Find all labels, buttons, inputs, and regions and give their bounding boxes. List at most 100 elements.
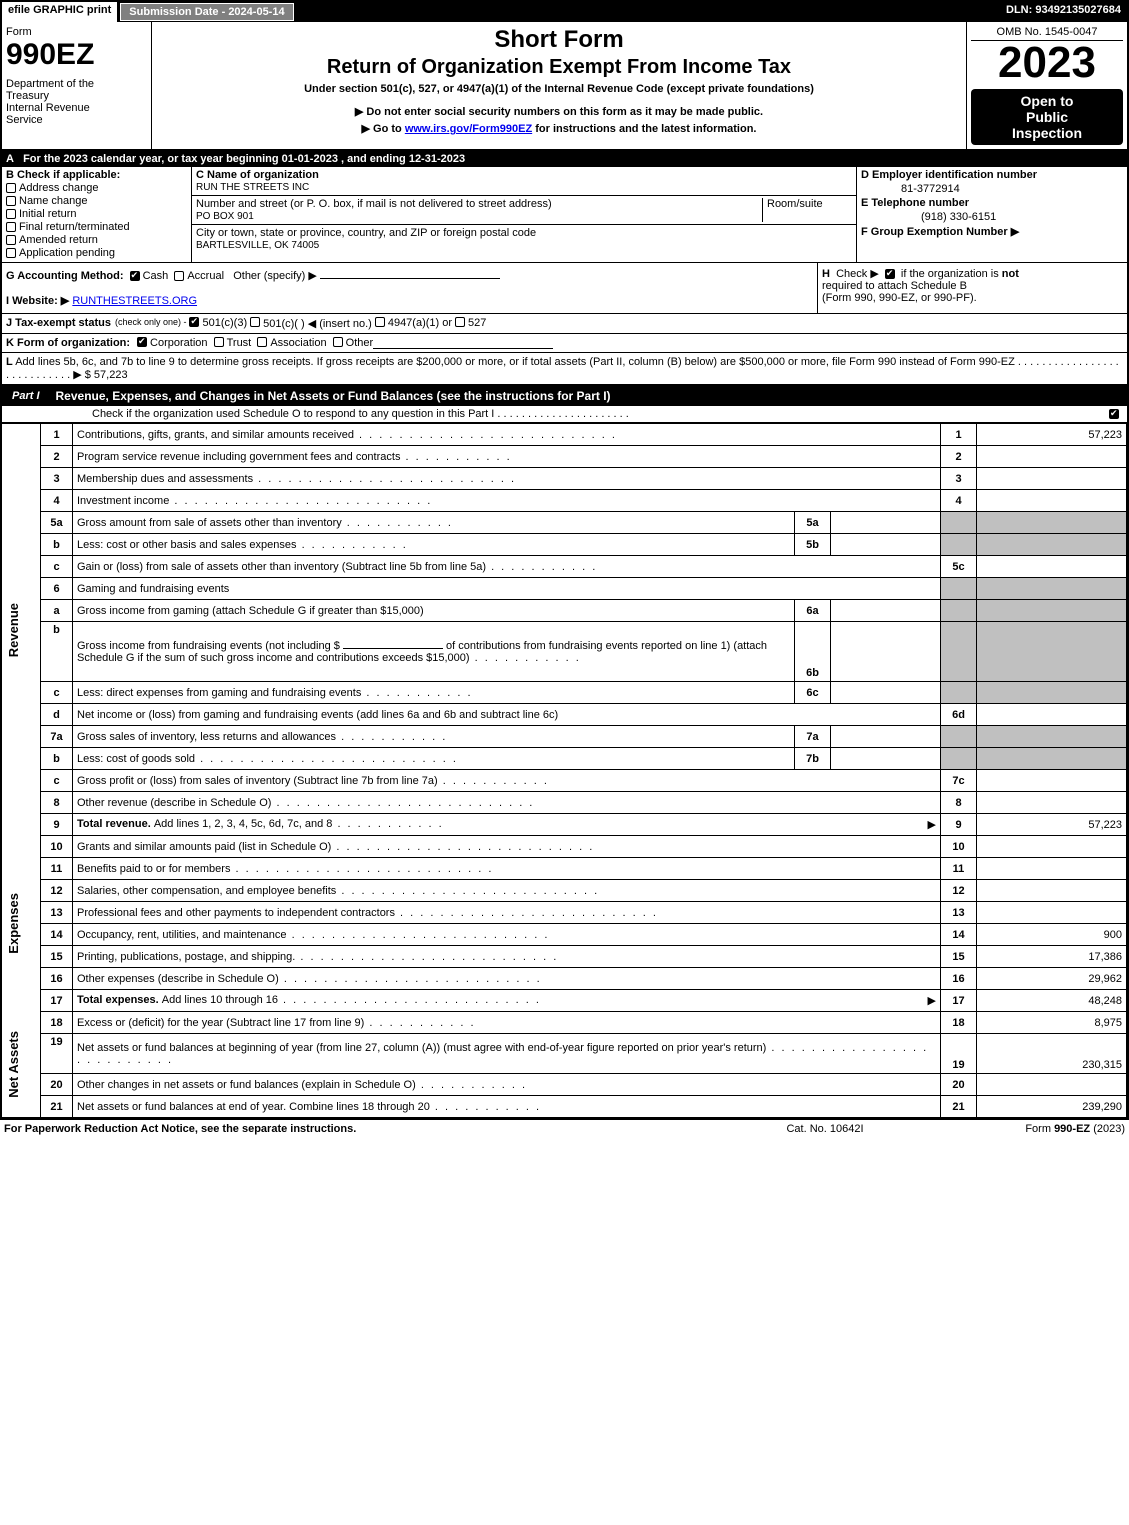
checkbox-icon[interactable] [214,337,224,347]
form-990ez-page: efile GRAPHIC print Submission Date - 20… [0,0,1129,1120]
check-application-pending[interactable]: Application pending [6,247,187,259]
form-header: Form 990EZ Department of theTreasuryInte… [2,22,1127,151]
org-name: RUN THE STREETS INC [196,182,309,193]
table-row: a Gross income from gaming (attach Sched… [2,600,1127,622]
checkbox-checked-icon[interactable] [137,337,147,347]
tax-year: 2023 [971,41,1123,85]
arrow-right-icon [928,818,936,831]
org-city: BARTLESVILLE, OK 74005 [196,240,319,251]
col-d-e-f: D Employer identification number 81-3772… [857,167,1127,262]
table-row: 16 Other expenses (describe in Schedule … [2,968,1127,990]
checkbox-icon[interactable] [375,317,385,327]
other-specify-blank [320,278,500,279]
c-name-row: C Name of organization RUN THE STREETS I… [192,167,856,196]
org-address: PO BOX 901 [196,211,254,222]
table-row: 14 Occupancy, rent, utilities, and maint… [2,924,1127,946]
table-row: 11 Benefits paid to or for members 11 [2,858,1127,880]
under-section: Under section 501(c), 527, or 4947(a)(1)… [158,83,960,95]
efile-print-label[interactable]: efile GRAPHIC print [2,2,119,22]
d-ein-label: D Employer identification number [861,169,1123,181]
amount-line-18: 8,975 [977,1012,1127,1034]
checkbox-icon[interactable] [250,317,260,327]
table-row: 9 Total revenue. Add lines 1, 2, 3, 4, 5… [2,814,1127,836]
part-1-table: Revenue 1 Contributions, gifts, grants, … [2,423,1127,1118]
table-row: 3 Membership dues and assessments 3 [2,468,1127,490]
amount-line-17: 48,248 [977,990,1127,1012]
checkbox-checked-icon[interactable] [130,271,140,281]
paperwork-notice: For Paperwork Reduction Act Notice, see … [4,1123,725,1135]
table-row: Net Assets 18 Excess or (deficit) for th… [2,1012,1127,1034]
checkbox-icon [6,209,16,219]
checkbox-checked-icon[interactable] [1109,409,1119,419]
checkbox-checked-icon[interactable] [885,269,895,279]
netassets-side-label: Net Assets [6,1031,21,1098]
c-city-row: City or town, state or province, country… [192,225,856,253]
page-footer: For Paperwork Reduction Act Notice, see … [0,1120,1129,1138]
row-k: K Form of organization: Corporation Trus… [2,334,1127,353]
table-row: c Less: direct expenses from gaming and … [2,682,1127,704]
d-ein-value: 81-3772914 [861,183,1123,195]
f-group-exemption: F Group Exemption Number ▶ [861,225,1123,238]
line-a: A For the 2023 calendar year, or tax yea… [2,151,1127,167]
checkbox-icon[interactable] [333,337,343,347]
table-row: d Net income or (loss) from gaming and f… [2,704,1127,726]
checkbox-icon[interactable] [257,337,267,347]
checkbox-icon [6,248,16,258]
amount-line-1: 57,223 [977,424,1127,446]
header-right: OMB No. 1545-0047 2023 Open to Public In… [967,22,1127,149]
table-row: 7a Gross sales of inventory, less return… [2,726,1127,748]
checkbox-icon[interactable] [455,317,465,327]
col-c: C Name of organization RUN THE STREETS I… [192,167,857,262]
part-1-title: Revenue, Expenses, and Changes in Net As… [50,386,1127,406]
short-form-title: Short Form [158,26,960,54]
part-1-tab: Part I [2,387,50,405]
amount-line-14: 900 [977,924,1127,946]
top-bar: efile GRAPHIC print Submission Date - 20… [2,2,1127,22]
i-website-label: I Website: ▶ [6,295,69,307]
table-row: c Gross profit or (loss) from sales of i… [2,770,1127,792]
checkbox-checked-icon[interactable] [189,317,199,327]
header-center: Short Form Return of Organization Exempt… [152,22,967,149]
e-phone-value: (918) 330-6151 [861,211,1123,223]
check-initial-return[interactable]: Initial return [6,208,187,220]
header-left: Form 990EZ Department of theTreasuryInte… [2,22,152,149]
dln-label: DLN: 93492135027684 [1000,2,1127,22]
line-a-text: For the 2023 calendar year, or tax year … [23,153,465,165]
table-row: 5a Gross amount from sale of assets othe… [2,512,1127,534]
part-1-subtitle: Check if the organization used Schedule … [2,406,1127,423]
dept-treasury: Department of theTreasuryInternal Revenu… [6,78,147,126]
e-phone-label: E Telephone number [861,197,1123,209]
check-name-change[interactable]: Name change [6,195,187,207]
table-row: 19 Net assets or fund balances at beginn… [2,1034,1127,1074]
table-row: c Gain or (loss) from sale of assets oth… [2,556,1127,578]
checkbox-icon [6,222,16,232]
website-link[interactable]: RUNTHESTREETS.ORG [72,295,197,307]
checkbox-icon[interactable] [174,271,184,281]
do-not-enter-ssn: ▶ Do not enter social security numbers o… [158,105,960,118]
table-row: 20 Other changes in net assets or fund b… [2,1074,1127,1096]
open-to-public-badge: Open to Public Inspection [971,89,1123,145]
table-row: b Less: cost or other basis and sales ex… [2,534,1127,556]
check-address-change[interactable]: Address change [6,182,187,194]
amount-line-16: 29,962 [977,968,1127,990]
goto-instructions: ▶ Go to www.irs.gov/Form990EZ for instru… [158,122,960,135]
g-label: G Accounting Method: [6,270,124,282]
amount-line-19: 230,315 [977,1034,1127,1074]
checkbox-icon [6,183,16,193]
check-final-return[interactable]: Final return/terminated [6,221,187,233]
table-row: 8 Other revenue (describe in Schedule O)… [2,792,1127,814]
row-l: L Add lines 5b, 6c, and 7b to line 9 to … [2,353,1127,386]
amount-line-21: 239,290 [977,1096,1127,1118]
col-b: B Check if applicable: Address change Na… [2,167,192,262]
irs-form-link[interactable]: www.irs.gov/Form990EZ [405,123,532,135]
h-box: H Check ▶ if the organization is not req… [817,263,1127,313]
table-row: 2 Program service revenue including gove… [2,446,1127,468]
arrow-right-icon [928,994,936,1007]
table-row: Revenue 1 Contributions, gifts, grants, … [2,424,1127,446]
part-1-header: Part I Revenue, Expenses, and Changes in… [2,386,1127,406]
table-row: 17 Total expenses. Add lines 10 through … [2,990,1127,1012]
c-address-row: Number and street (or P. O. box, if mail… [192,196,856,225]
cat-no: Cat. No. 10642I [725,1123,925,1135]
check-amended-return[interactable]: Amended return [6,234,187,246]
expenses-side-label: Expenses [6,893,21,954]
